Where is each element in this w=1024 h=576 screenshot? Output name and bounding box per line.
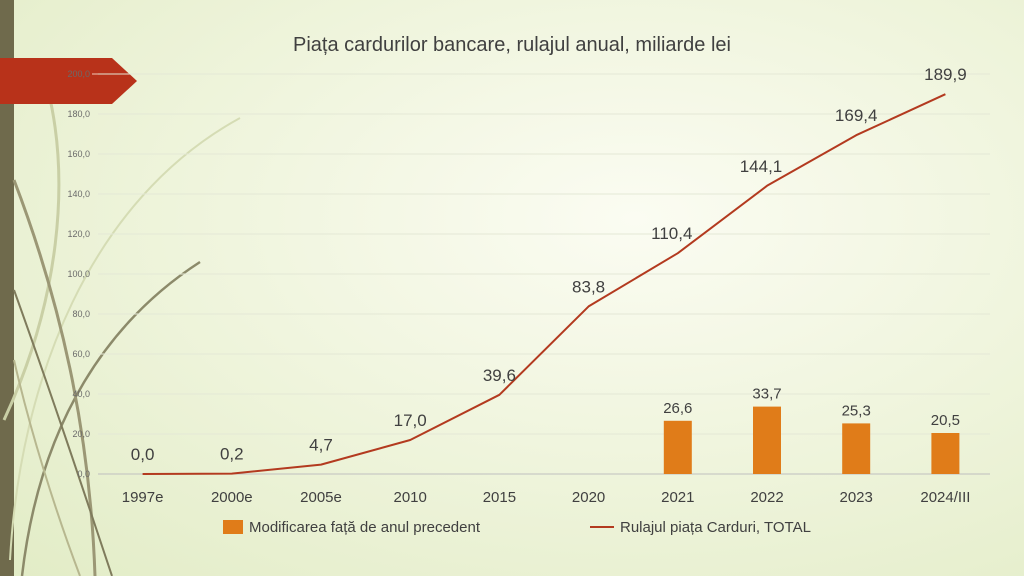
decorative-curve xyxy=(20,260,201,576)
decorative-curve xyxy=(13,289,113,576)
bar-data-label: 20,5 xyxy=(931,412,960,429)
y-tick-label: 180,0 xyxy=(67,109,90,119)
y-tick-label: 80,0 xyxy=(72,309,90,319)
x-tick-label: 2010 xyxy=(394,489,427,506)
red-arrow-shape xyxy=(0,58,137,104)
decorative-curve xyxy=(2,89,61,421)
left-accent-bar xyxy=(0,0,14,576)
legend-line-swatch xyxy=(590,526,614,528)
legend-bar-label: Modificarea față de anul precedent xyxy=(249,518,480,536)
y-tick-label: 0,0 xyxy=(77,469,90,479)
line-data-label: 110,4 xyxy=(651,224,692,243)
x-tick-label: 2000e xyxy=(211,489,253,506)
line-data-label: 0,0 xyxy=(131,445,155,464)
decorative-curve xyxy=(13,359,81,576)
x-tick-label: 2024/III xyxy=(920,489,970,506)
bars xyxy=(663,406,960,474)
y-tick-label: 120,0 xyxy=(67,229,90,239)
x-tick-label: 2023 xyxy=(840,489,873,506)
line-data-label: 189,9 xyxy=(924,65,967,84)
x-tick-label: 2015 xyxy=(483,489,516,506)
x-axis-ticks: 1997e 2000e 2005e 2010 2015 2020 2021 2022 2023 2… xyxy=(122,489,971,506)
legend-item-bars[interactable]: Modificarea față de anul precedent xyxy=(223,516,480,538)
bar-data-label: 25,3 xyxy=(842,402,871,419)
line-series-path xyxy=(142,93,946,475)
chart-title: Piața cardurilor bancare, rulajul anual,… xyxy=(293,34,731,56)
decorative-curves xyxy=(2,89,241,576)
y-tick-label: 20,0 xyxy=(72,429,90,439)
line-data-label: 144,1 xyxy=(740,157,783,176)
line-data-label: 83,8 xyxy=(572,277,605,296)
y-tick-label: 40,0 xyxy=(72,389,90,399)
y-tick-label: 200,0 xyxy=(67,69,90,79)
legend-item-line[interactable]: Rulajul piața Carduri, TOTAL xyxy=(590,516,811,538)
y-tick-label: 140,0 xyxy=(67,189,90,199)
line-data-label: 0,2 xyxy=(220,445,244,464)
x-tick-label: 2020 xyxy=(572,489,605,506)
legend-line-label: Rulajul piața Carduri, TOTAL xyxy=(620,518,811,536)
x-tick-label: 1997e xyxy=(122,489,164,506)
line-data-label: 17,0 xyxy=(394,411,427,430)
y-axis-ticks: 0,0 20,0 40,0 60,0 80,0 100,0 120,0 140,0 160,0 1… xyxy=(67,69,90,479)
decorative-curve xyxy=(9,117,241,561)
bar xyxy=(753,406,781,474)
y-tick-label: 160,0 xyxy=(67,149,90,159)
line-data-label: 39,6 xyxy=(483,366,516,385)
bar xyxy=(931,433,960,474)
legend-bar-swatch xyxy=(223,520,243,534)
bar xyxy=(842,423,871,474)
line-data-label: 4,7 xyxy=(309,436,333,455)
bar-data-label: 33,7 xyxy=(752,386,781,403)
line-data-label: 169,4 xyxy=(835,106,878,125)
y-tick-label: 60,0 xyxy=(72,349,90,359)
bar xyxy=(663,420,692,474)
data-labels: 26,6 33,7 25,3 20,5 0,0 0,2 4,7 17,0 39,6 83,8 110… xyxy=(131,65,967,464)
bar-data-label: 26,6 xyxy=(663,400,692,417)
y-tick-label: 100,0 xyxy=(67,269,90,279)
x-tick-label: 2022 xyxy=(750,489,783,506)
gridlines xyxy=(98,73,990,475)
line-series xyxy=(142,93,946,475)
x-tick-label: 2021 xyxy=(661,489,694,506)
x-tick-label: 2005e xyxy=(300,489,342,506)
